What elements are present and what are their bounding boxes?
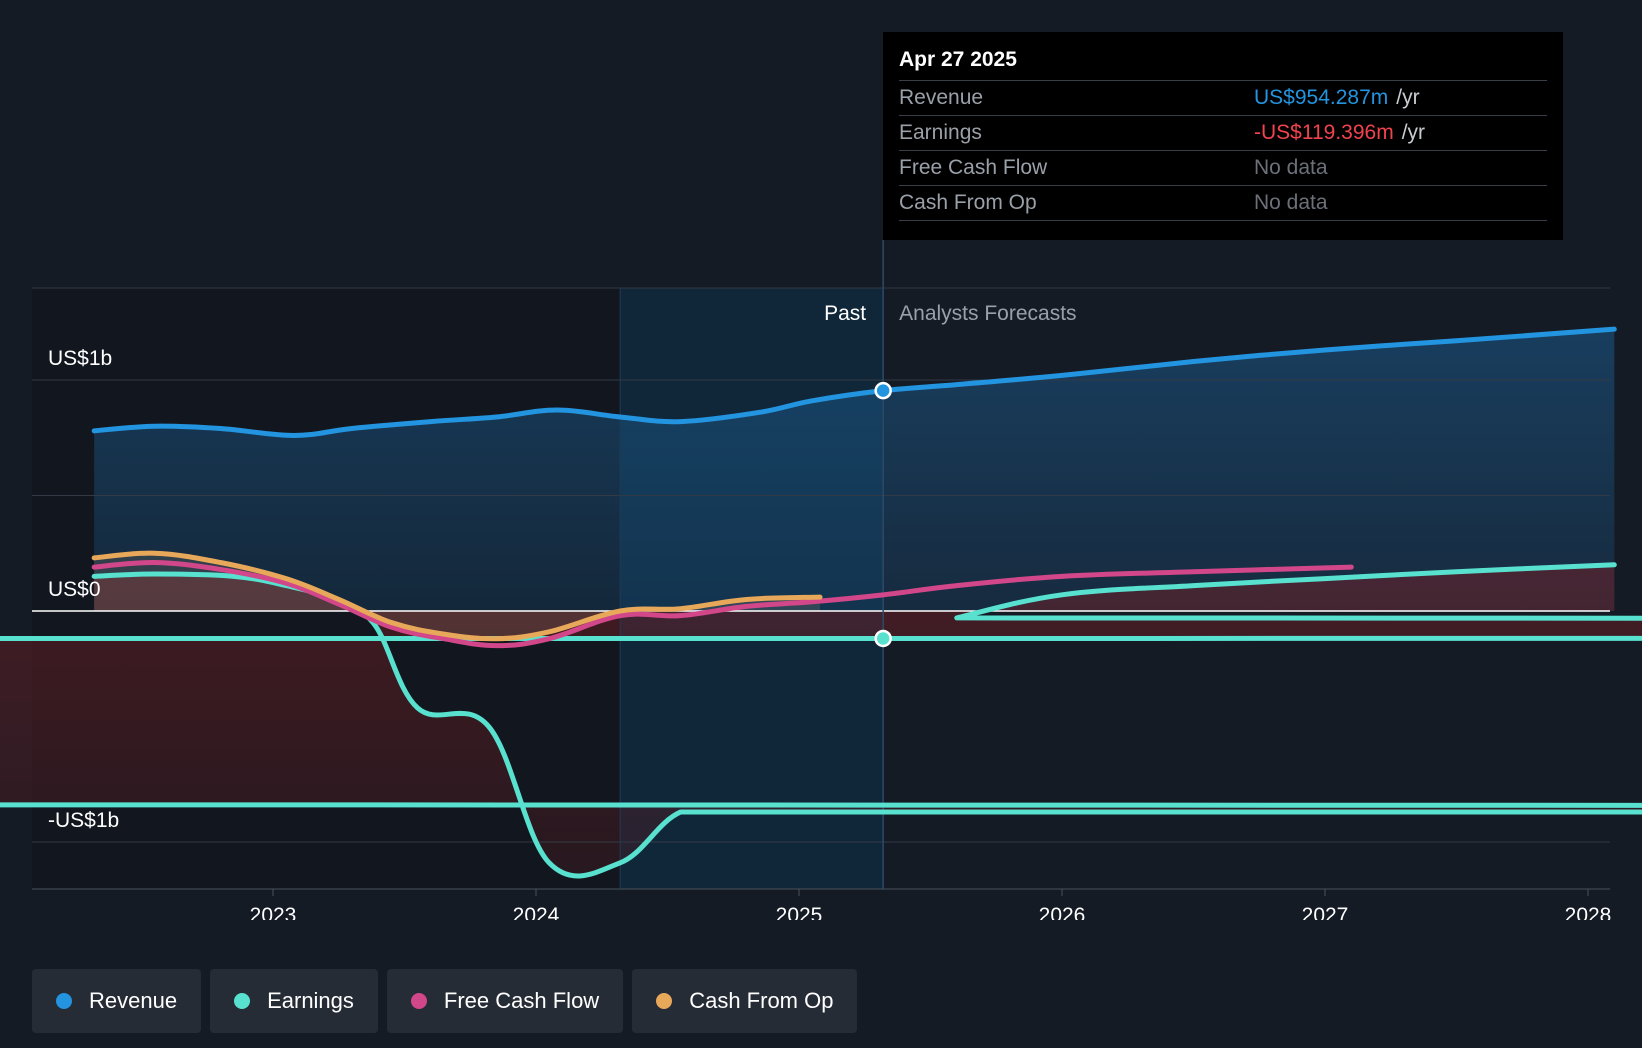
- legend-dot-icon: [56, 993, 72, 1009]
- tooltip-value: No data: [1254, 191, 1328, 214]
- legend-label: Revenue: [89, 988, 178, 1013]
- x-tick-label: 2024: [513, 904, 560, 920]
- series-line-revenue: [91, 326, 1617, 438]
- legend-label: Earnings: [267, 988, 354, 1013]
- y-tick-label: -US$1b: [48, 809, 119, 832]
- financial-chart: US$1b US$0 -US$1b 2023 2024 2025 2026 2027 2028 P…: [0, 240, 1642, 920]
- tooltip-row-free-cash-flow: Free Cash Flow No data: [899, 151, 1547, 186]
- y-tick-label: US$0: [48, 578, 101, 601]
- tooltip-label: Revenue: [899, 86, 984, 109]
- tooltip-value-group: -US$119.396m/yr: [1254, 116, 1425, 150]
- legend-item-cash-from-op[interactable]: Cash From Op: [632, 969, 858, 1033]
- tooltip-value: -US$119.396m: [1254, 121, 1394, 144]
- tooltip-label: Earnings: [899, 121, 982, 144]
- legend-item-earnings[interactable]: Earnings: [210, 969, 378, 1033]
- legend-dot-icon: [234, 993, 251, 1009]
- tooltip-row-cash-from-op: Cash From Op No data: [899, 186, 1547, 221]
- x-tick-label: 2025: [776, 904, 823, 920]
- tooltip-value: No data: [1254, 156, 1328, 179]
- legend: Revenue Earnings Free Cash Flow Cash Fro…: [32, 969, 858, 1033]
- legend-dot-icon: [410, 993, 427, 1009]
- selected-point-earnings: [874, 629, 892, 648]
- legend-dot-icon: [656, 993, 673, 1009]
- selected-point-revenue: [874, 381, 892, 400]
- forecast-label: Analysts Forecasts: [899, 302, 1076, 325]
- x-tick-label: 2026: [1039, 904, 1086, 920]
- tooltip-value-group: US$954.287m/yr: [1254, 81, 1420, 115]
- tooltip-value-group: No data: [1254, 151, 1328, 185]
- series-line-cash-from-op: [91, 550, 823, 642]
- tooltip-label: Cash From Op: [899, 191, 1037, 214]
- tooltip-value-group: No data: [1254, 186, 1328, 220]
- legend-item-revenue[interactable]: Revenue: [32, 969, 202, 1033]
- legend-label: Free Cash Flow: [443, 988, 600, 1013]
- tooltip-unit: /yr: [1401, 121, 1426, 144]
- tooltip-label: Free Cash Flow: [899, 156, 1048, 179]
- tooltip-unit: /yr: [1396, 86, 1420, 109]
- y-tick-label: US$1b: [48, 347, 112, 370]
- tooltip-row-revenue: Revenue US$954.287m/yr: [899, 81, 1547, 116]
- tooltip-row-earnings: Earnings -US$119.396m/yr: [899, 116, 1547, 151]
- past-label: Past: [824, 302, 866, 325]
- revenue-area: [94, 329, 1615, 611]
- x-tick-label: 2023: [250, 904, 297, 920]
- tooltip: Apr 27 2025 Revenue US$954.287m/yr Earni…: [883, 32, 1563, 240]
- tooltip-value: US$954.287m: [1254, 86, 1389, 109]
- series-line-free-cash-flow: [91, 559, 1354, 649]
- tooltip-date: Apr 27 2025: [899, 46, 1547, 81]
- x-tick-label: 2027: [1302, 904, 1349, 920]
- x-tick-label: 2028: [1565, 904, 1612, 920]
- legend-item-free-cash-flow[interactable]: Free Cash Flow: [386, 969, 624, 1033]
- legend-label: Cash From Op: [689, 988, 834, 1013]
